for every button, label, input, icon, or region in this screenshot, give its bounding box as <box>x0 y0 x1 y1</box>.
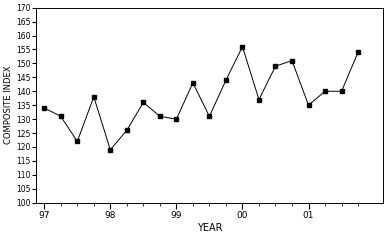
Y-axis label: COMPOSITE INDEX: COMPOSITE INDEX <box>4 66 13 144</box>
X-axis label: YEAR: YEAR <box>197 223 222 233</box>
